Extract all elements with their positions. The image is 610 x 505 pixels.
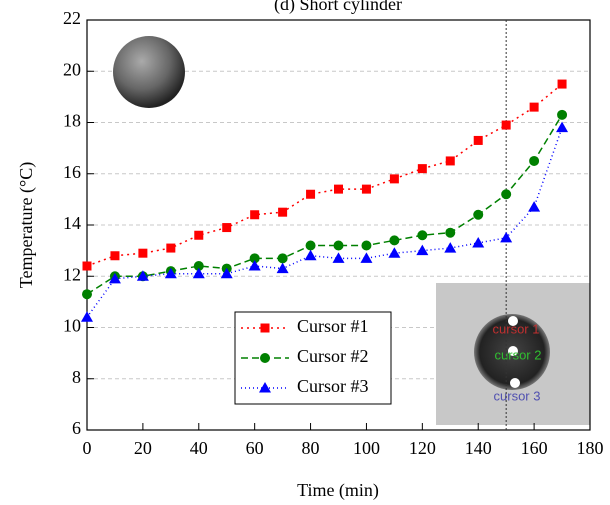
marker [501,120,511,130]
marker [277,253,288,264]
marker [248,260,261,271]
x-tick-label: 40 [190,438,208,458]
y-tick-label: 22 [63,8,81,28]
marker [82,261,92,271]
inset-point [508,316,518,326]
marker [361,240,372,251]
y-tick-label: 6 [72,418,81,438]
marker [304,249,317,261]
legend-label: Cursor #2 [297,346,369,366]
marker [136,270,149,281]
inset-label: cursor 2 [495,347,542,362]
marker [388,247,401,258]
marker [108,272,121,284]
marker [276,262,289,274]
marker [249,253,260,264]
marker [334,184,343,194]
marker [360,252,373,263]
marker [445,227,456,238]
marker [361,184,371,194]
marker [278,207,288,217]
plot-frame [86,19,591,431]
marker [529,155,540,166]
y-tick-label: 20 [63,59,81,79]
marker [389,235,400,246]
marker [260,323,270,333]
inset-image: cursor 1 cursor 2 cursor 3 [436,283,590,425]
y-axis-label: Temperature (°C) [16,162,37,288]
marker [305,240,316,251]
inset-point [508,346,518,356]
marker [529,102,539,112]
marker [260,353,270,363]
marker [416,244,429,256]
marker [82,289,92,300]
marker [81,311,93,322]
marker [472,236,485,248]
marker [389,174,399,184]
marker [192,267,205,279]
y-tick-label: 12 [63,264,81,284]
legend-label: Cursor #1 [297,316,369,336]
marker [259,382,271,393]
y-tick-label: 16 [63,162,81,182]
marker [444,242,457,253]
marker [332,252,345,263]
x-tick-label: 20 [134,438,152,458]
marker [417,230,428,241]
marker [193,261,204,271]
marker [138,248,148,258]
marker [556,121,569,133]
marker [222,223,232,233]
y-tick-label: 14 [63,213,81,233]
x-tick-label: 160 [521,438,548,458]
marker [528,201,541,212]
marker [250,210,260,220]
x-tick-label: 80 [302,438,320,458]
marker [333,240,344,251]
y-tick-label: 8 [72,367,81,387]
inset-label: cursor 1 [493,321,540,336]
inset-point [510,378,520,388]
marker [166,243,176,253]
y-tick-label: 18 [63,111,81,131]
x-tick-label: 140 [465,438,492,458]
inset-label: cursor 3 [494,388,541,403]
marker [557,79,567,89]
marker [110,251,120,261]
x-tick-label: 180 [577,438,604,458]
legend-label: Cursor #3 [297,376,369,396]
marker [194,230,204,240]
marker [557,109,568,120]
x-tick-label: 60 [246,438,264,458]
marker [473,135,483,145]
y-tick-label: 10 [63,316,81,336]
x-tick-label: 100 [353,438,380,458]
x-tick-label: 120 [409,438,436,458]
series-line [86,83,563,267]
marker [473,209,484,220]
sphere-image [113,36,185,108]
marker [306,189,316,199]
chart-title: (d) Short cylinder [274,0,402,15]
marker [501,189,512,200]
marker [164,267,177,279]
marker [500,231,513,243]
x-tick-label: 0 [83,438,92,458]
marker [220,267,233,279]
series-line [86,114,563,295]
marker [417,164,427,174]
marker [445,156,455,166]
x-axis-label: Time (min) [297,480,379,501]
